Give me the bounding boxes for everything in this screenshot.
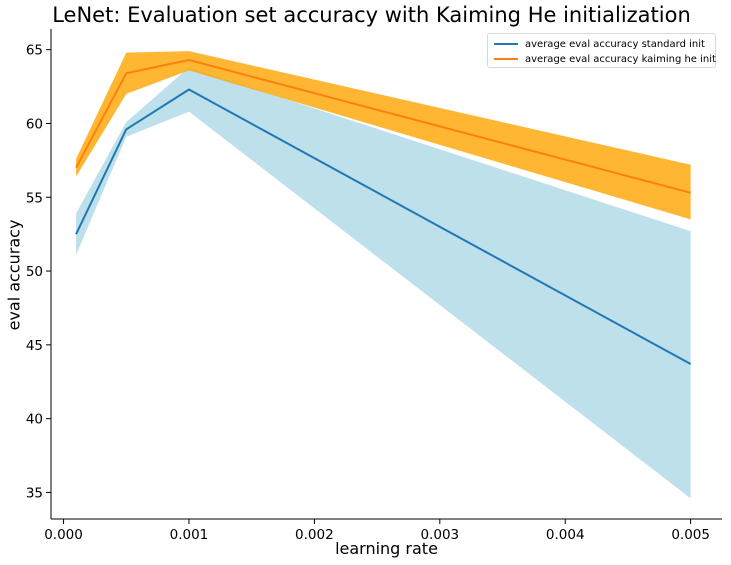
band-standard-init <box>76 67 691 499</box>
y-tick-label: 55 <box>26 190 43 206</box>
legend: average eval accuracy standard init aver… <box>487 33 716 68</box>
band-kaiming-init <box>76 51 691 220</box>
legend-label-standard-init: average eval accuracy standard init <box>525 38 705 50</box>
y-tick-label: 65 <box>26 43 43 59</box>
chart-title: LeNet: Evaluation set accuracy with Kaim… <box>52 3 691 27</box>
y-axis-label: eval accuracy <box>4 219 24 331</box>
line-kaiming-init <box>75 58 691 194</box>
x-tick-label: 0.000 <box>44 527 83 543</box>
y-tick-label: 60 <box>26 116 43 132</box>
y-tick-label: 50 <box>26 264 43 280</box>
legend-label-kaiming-init: average eval accuracy kaiming he init <box>525 53 716 65</box>
x-tick-label: 0.001 <box>170 527 209 543</box>
legend-swatch-kaiming-init <box>494 58 518 60</box>
x-tick-label: 0.005 <box>671 527 710 543</box>
x-axis-label: learning rate <box>335 539 438 558</box>
legend-item-kaiming-init: average eval accuracy kaiming he init <box>494 52 716 66</box>
line-standard-init <box>75 88 692 365</box>
legend-swatch-standard-init <box>494 43 518 45</box>
y-tick-label: 35 <box>26 485 43 501</box>
y-tick-label: 45 <box>26 338 43 354</box>
y-tick-label: 40 <box>26 412 43 428</box>
legend-item-standard-init: average eval accuracy standard init <box>494 37 705 51</box>
x-tick-label: 0.004 <box>546 527 585 543</box>
x-tick-label: 0.002 <box>295 527 334 543</box>
x-tick-label: 0.003 <box>420 527 459 543</box>
